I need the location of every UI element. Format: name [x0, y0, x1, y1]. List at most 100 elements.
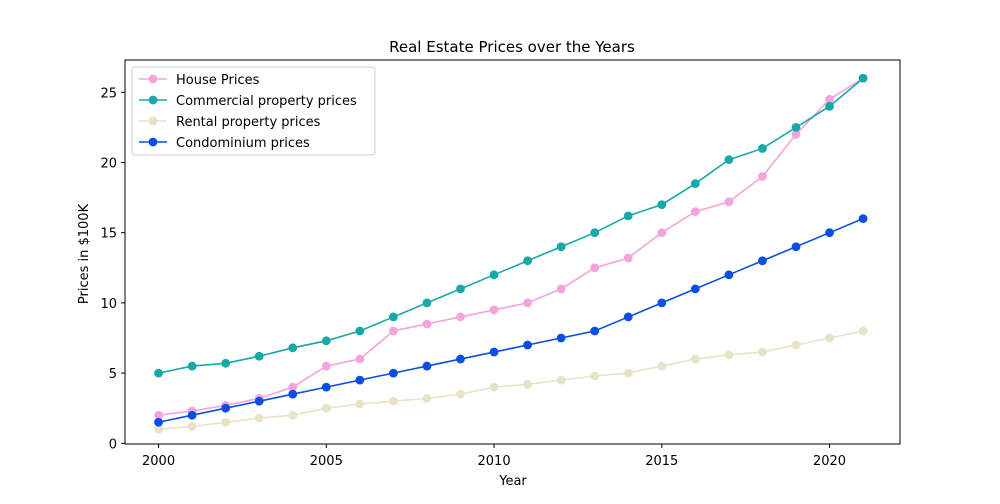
- data-point: [523, 379, 532, 389]
- x-tick-label: 2015: [645, 454, 678, 469]
- legend-marker: [148, 95, 158, 105]
- data-point: [590, 228, 600, 238]
- data-point: [154, 424, 163, 434]
- data-point: [690, 207, 700, 217]
- data-point: [791, 340, 801, 350]
- data-point: [623, 253, 633, 263]
- data-point: [456, 284, 465, 294]
- data-point: [388, 368, 398, 378]
- data-point: [825, 101, 834, 111]
- data-point: [187, 410, 197, 420]
- y-axis-label: Prices in $100K: [77, 203, 92, 304]
- legend-label: Commercial property prices: [176, 94, 357, 109]
- data-point: [355, 354, 365, 364]
- data-point: [523, 340, 532, 350]
- data-point: [187, 361, 197, 371]
- data-point: [758, 144, 767, 153]
- legend: House Prices Commercial property prices Re…: [131, 66, 376, 156]
- data-point: [388, 326, 398, 336]
- data-point: [321, 336, 331, 346]
- data-point: [456, 389, 465, 399]
- data-point: [489, 270, 499, 280]
- data-point: [254, 351, 264, 361]
- data-point: [724, 270, 734, 280]
- data-point: [388, 312, 398, 322]
- data-point: [456, 312, 465, 322]
- data-point: [422, 361, 432, 371]
- series-line: [158, 77, 864, 417]
- data-point: [724, 197, 734, 207]
- data-point: [523, 256, 532, 266]
- data-point: [456, 354, 465, 364]
- data-point: [724, 350, 734, 360]
- legend-marker: [148, 74, 158, 84]
- legend-marker: [148, 137, 158, 147]
- data-point: [623, 368, 633, 378]
- data-point: [825, 228, 834, 238]
- data-point: [690, 354, 700, 364]
- series-line: [158, 330, 864, 431]
- data-point: [690, 179, 700, 188]
- data-point: [556, 333, 566, 343]
- data-point: [355, 375, 365, 385]
- data-point: [221, 358, 231, 368]
- data-point: [791, 242, 801, 252]
- data-point: [154, 410, 163, 420]
- y-tick-label: 0: [109, 437, 117, 452]
- data-point: [422, 298, 432, 308]
- data-point: [187, 422, 197, 431]
- data-point: [422, 319, 432, 329]
- data-point: [288, 382, 298, 392]
- data-point: [657, 361, 667, 371]
- x-tick-label: 2005: [310, 454, 343, 469]
- data-point: [388, 396, 398, 406]
- legend-box: [131, 66, 376, 156]
- data-point: [221, 417, 231, 427]
- data-point: [154, 368, 163, 378]
- data-point: [623, 312, 633, 322]
- data-point: [422, 393, 432, 403]
- data-point: [858, 73, 868, 83]
- data-point: [825, 94, 834, 104]
- y-tick-label: 20: [100, 156, 117, 171]
- y-tick-label: 10: [100, 297, 117, 312]
- data-point: [254, 413, 264, 423]
- x-tick-label: 2010: [478, 454, 511, 469]
- y-tick-label: 15: [100, 227, 117, 242]
- data-point: [321, 382, 331, 392]
- data-point: [791, 122, 801, 132]
- series-line: [158, 217, 864, 424]
- y-tick-label: 5: [109, 367, 117, 382]
- data-point: [590, 326, 600, 336]
- data-point: [355, 326, 365, 336]
- data-point: [523, 298, 532, 308]
- data-point: [489, 382, 499, 392]
- data-point: [623, 211, 633, 221]
- data-point: [657, 298, 667, 308]
- series-group: [154, 326, 868, 434]
- data-point: [791, 130, 801, 139]
- data-point: [221, 403, 231, 413]
- data-point: [858, 326, 868, 336]
- series-group: [154, 214, 868, 427]
- y-tick-label: 25: [100, 86, 117, 101]
- plot-area: [154, 73, 868, 434]
- data-point: [657, 228, 667, 238]
- series-line: [158, 77, 864, 374]
- data-point: [858, 214, 868, 224]
- data-point: [288, 389, 298, 399]
- x-tick-label: 2000: [142, 454, 175, 469]
- data-point: [825, 333, 834, 343]
- data-point: [556, 242, 566, 252]
- data-point: [489, 305, 499, 315]
- data-point: [154, 417, 163, 427]
- data-point: [590, 371, 600, 381]
- data-point: [288, 343, 298, 353]
- chart-title: Real Estate Prices over the Years: [389, 38, 635, 56]
- data-point: [657, 200, 667, 210]
- x-tick-label: 2020: [813, 454, 846, 469]
- data-point: [758, 347, 767, 357]
- legend-label: Condominium prices: [176, 136, 310, 151]
